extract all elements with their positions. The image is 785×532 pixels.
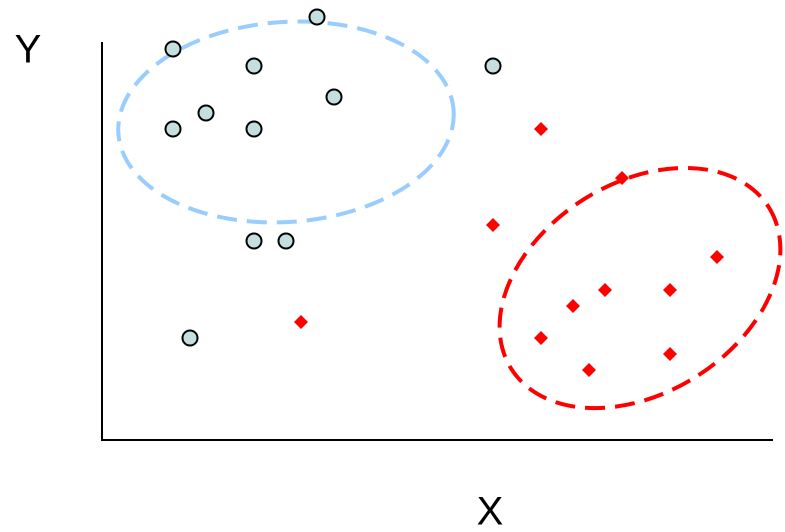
data-point	[663, 347, 677, 361]
data-point	[325, 88, 343, 106]
data-point	[181, 329, 199, 347]
data-point	[164, 40, 182, 58]
data-point	[294, 315, 308, 329]
y-axis-label: Y	[15, 28, 42, 72]
data-point	[534, 122, 548, 136]
x-axis-label: X	[477, 490, 504, 532]
data-point	[486, 218, 500, 232]
data-point	[582, 363, 596, 377]
data-point	[663, 283, 677, 297]
data-point	[245, 120, 263, 138]
data-point	[245, 57, 263, 75]
data-point	[534, 331, 548, 345]
data-point	[484, 57, 502, 75]
data-point	[710, 250, 724, 264]
cluster-outline	[116, 19, 456, 225]
data-point	[277, 232, 295, 250]
cluster-outline	[497, 165, 783, 411]
data-point	[566, 299, 580, 313]
data-point	[245, 232, 263, 250]
data-point	[164, 120, 182, 138]
data-point	[308, 8, 326, 26]
data-point	[615, 171, 629, 185]
data-point	[598, 283, 612, 297]
data-point	[197, 104, 215, 122]
